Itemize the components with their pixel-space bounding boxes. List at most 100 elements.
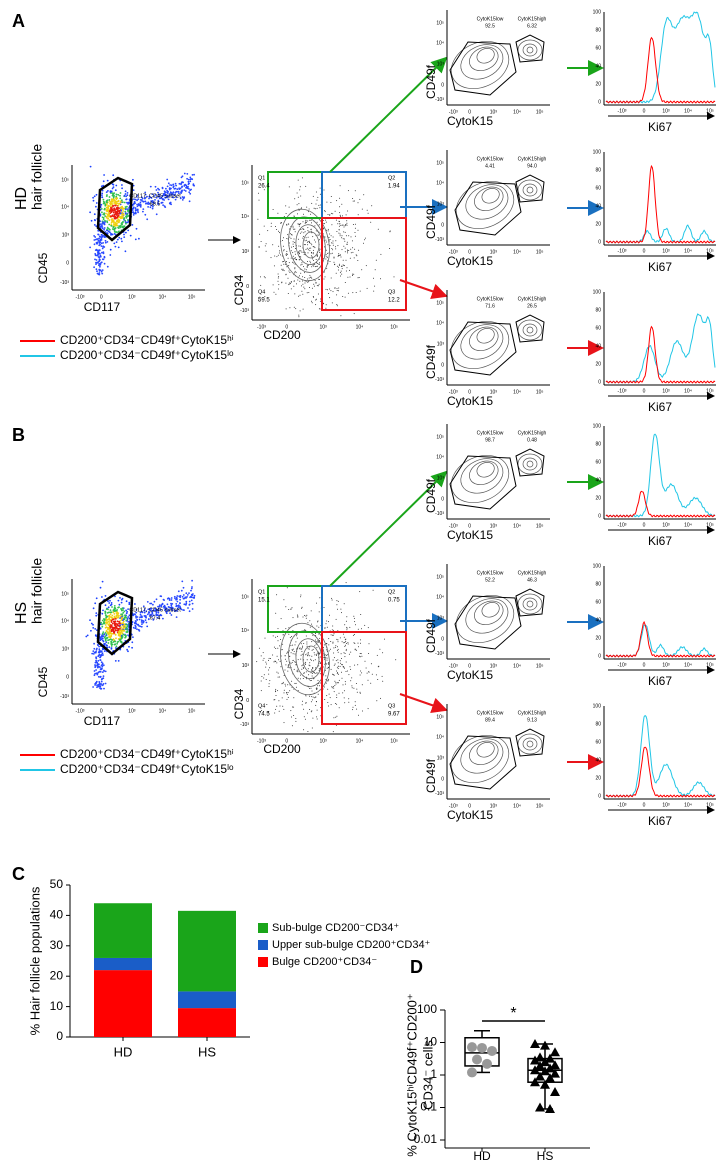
event-dot [324, 276, 326, 278]
event-dot [117, 209, 119, 212]
event-dot [158, 604, 161, 607]
event-dot [138, 618, 141, 621]
event-dot [286, 266, 288, 268]
histogram-curve [605, 164, 716, 244]
event-dot [288, 186, 290, 188]
event-dot [337, 646, 338, 648]
event-dot [366, 209, 368, 211]
contour [517, 453, 543, 475]
x-axis-label: CytoK15 [447, 528, 493, 542]
event-dot [126, 201, 128, 204]
event-dot [316, 262, 318, 264]
event-dot [174, 597, 176, 600]
event-dot [279, 705, 281, 707]
y-tick-label: 10⁵ [436, 574, 444, 580]
x-tick-label: 10³ [128, 708, 136, 714]
event-dot [280, 618, 282, 620]
event-dot [290, 257, 292, 259]
event-dot [314, 654, 316, 656]
event-dot [126, 219, 129, 221]
event-dot [301, 285, 302, 287]
event-dot [117, 246, 120, 249]
y-tick-label: 10³ [437, 475, 445, 481]
event-dot [190, 188, 193, 191]
event-dot [174, 198, 177, 201]
event-dot [304, 231, 306, 233]
x-axis-label: CytoK15 [447, 394, 493, 408]
y-tick-label: 10⁴ [436, 454, 444, 460]
event-dot [258, 647, 260, 649]
gate-value: 6.32 [527, 23, 537, 29]
event-dot [300, 195, 302, 197]
y-axis-label: CD49f [424, 204, 438, 239]
event-dot [350, 651, 352, 653]
event-dot [155, 196, 158, 199]
event-dot [270, 222, 272, 224]
event-dot [270, 225, 272, 227]
event-dot [292, 241, 294, 243]
event-dot [336, 697, 338, 698]
gate [267, 171, 323, 219]
event-dot [112, 196, 115, 199]
event-dot [290, 237, 292, 239]
event-dot [307, 230, 309, 232]
gate [449, 321, 517, 376]
event-dot [100, 621, 103, 624]
event-dot [107, 227, 110, 230]
event-dot [344, 240, 346, 242]
event-dot [341, 664, 343, 666]
legend-swatch [258, 923, 268, 933]
event-dot [258, 299, 260, 301]
event-dot [318, 263, 320, 265]
event-dot [99, 223, 102, 226]
y-tick-label: 10⁴ [436, 734, 444, 740]
event-dot [103, 262, 106, 265]
event-dot [110, 205, 113, 208]
y-tick-label: 100 [593, 149, 602, 155]
x-tick-label: -10³ [449, 109, 458, 115]
event-dot [309, 241, 311, 243]
event-dot [300, 674, 301, 676]
event-dot [171, 196, 174, 199]
event-dot [109, 248, 112, 251]
event-dot [98, 242, 101, 244]
x-tick-label: -10³ [76, 294, 85, 300]
event-dot [274, 255, 276, 257]
event-dot [348, 250, 350, 251]
event-dot [99, 670, 102, 673]
event-dot [159, 613, 162, 616]
event-dot [329, 288, 331, 290]
event-dot [286, 238, 288, 239]
contour [517, 39, 543, 61]
contour [465, 184, 509, 220]
event-dot [175, 184, 178, 187]
event-dot [284, 658, 286, 660]
gate [454, 595, 522, 650]
y-tick-label: 30 [50, 938, 64, 952]
event-dot [314, 247, 316, 249]
event-dot [308, 240, 310, 242]
event-dot [126, 610, 129, 613]
event-dot [118, 236, 121, 239]
event-dot [121, 226, 124, 229]
x-tick-label: 0 [643, 662, 646, 668]
contour [526, 740, 534, 748]
event-dot [315, 633, 316, 634]
event-dot [258, 192, 259, 194]
event-dot [356, 691, 358, 693]
event-dot [285, 274, 287, 276]
event-dot [317, 285, 319, 287]
event-dot [112, 223, 115, 225]
event-dot [101, 625, 104, 628]
event-dot [302, 667, 304, 669]
event-dot [359, 674, 361, 676]
x-tick-label: 0 [285, 324, 288, 330]
event-dot [337, 662, 339, 664]
event-dot [118, 216, 121, 219]
legend-text: CD200⁺CD34⁻CD49f⁺CytoK15ʰⁱ [60, 747, 234, 761]
y-tick-label: 10 [50, 999, 64, 1013]
event-dot [105, 641, 108, 644]
gate-label: CD117, CD45 subset [129, 607, 181, 613]
event-dot [286, 261, 287, 263]
event-dot [352, 200, 354, 202]
